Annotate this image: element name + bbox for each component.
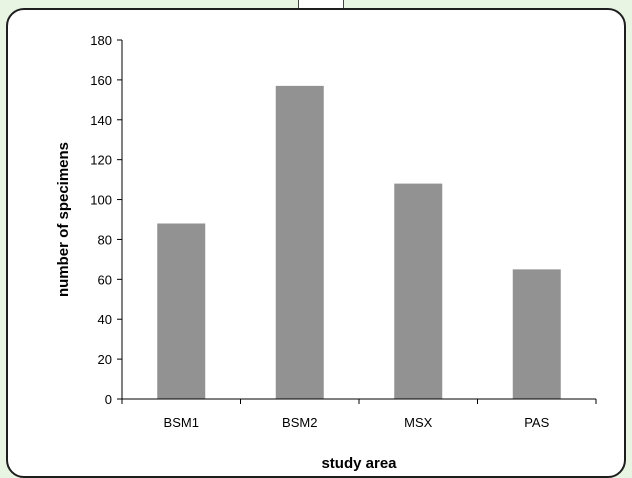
y-tick-label: 140 bbox=[90, 113, 112, 128]
y-axis-ticks: 0 20 40 60 80 100 120 140 160 180 bbox=[90, 33, 122, 407]
y-tick-label: 160 bbox=[90, 73, 112, 88]
x-axis-title: study area bbox=[321, 455, 397, 472]
bars bbox=[157, 85, 561, 399]
y-tick-label: 0 bbox=[105, 392, 112, 407]
y-tick-label: 100 bbox=[90, 193, 112, 208]
bar-bsm2 bbox=[275, 85, 324, 399]
y-tick-label: 180 bbox=[90, 33, 112, 48]
y-tick-label: 80 bbox=[98, 232, 112, 247]
x-tick-label: BSM1 bbox=[164, 415, 199, 430]
y-axis-title: number of specimens bbox=[55, 142, 72, 297]
x-tick-label: MSX bbox=[404, 415, 433, 430]
y-tick-label: 120 bbox=[90, 153, 112, 168]
bar-bsm1 bbox=[157, 223, 206, 399]
x-axis-ticks: BSM1 BSM2 MSX PAS bbox=[121, 399, 597, 430]
y-tick-label: 60 bbox=[98, 272, 112, 287]
y-tick-label: 40 bbox=[98, 312, 112, 327]
bar-msx bbox=[394, 183, 443, 399]
top-frame-tab bbox=[298, 0, 344, 8]
x-tick-label: BSM2 bbox=[282, 415, 317, 430]
x-tick-label: PAS bbox=[524, 415, 549, 430]
bar-pas bbox=[512, 269, 561, 399]
y-tick-label: 20 bbox=[98, 352, 112, 367]
